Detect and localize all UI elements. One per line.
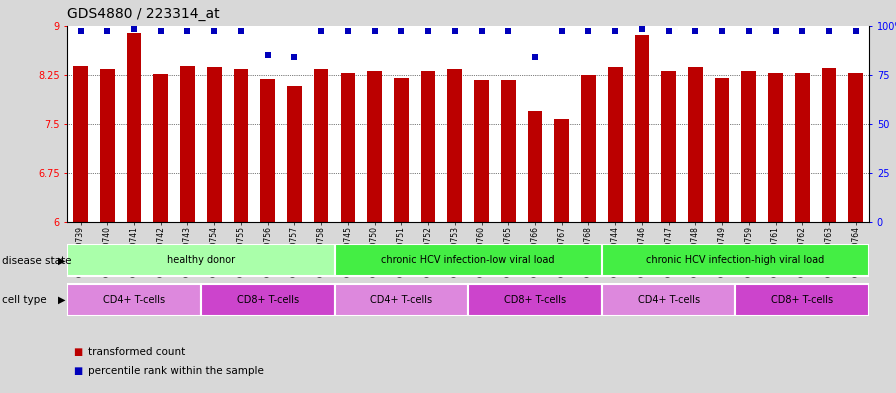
Text: CD4+ T-cells: CD4+ T-cells [103,295,165,305]
Bar [261,79,275,222]
Bar [234,70,248,222]
Bar [795,73,810,222]
Bar [607,67,623,222]
Text: percentile rank within the sample: percentile rank within the sample [88,366,263,376]
Bar [736,284,869,316]
Text: CD8+ T-cells: CD8+ T-cells [504,295,566,305]
Bar [661,72,676,222]
Text: CD8+ T-cells: CD8+ T-cells [771,295,833,305]
Text: ▶: ▶ [58,295,65,305]
Bar [822,68,836,222]
Bar [340,73,355,222]
Bar [334,284,468,316]
Bar [207,68,221,222]
Text: chronic HCV infection-high viral load: chronic HCV infection-high viral load [646,255,824,265]
Bar [528,111,542,222]
Text: GDS4880 / 223314_at: GDS4880 / 223314_at [67,7,220,20]
Bar [582,75,596,222]
Bar [768,73,783,222]
Bar [314,70,329,222]
Bar [334,244,602,276]
Bar [501,80,515,222]
Bar [153,74,168,222]
Bar [715,78,729,222]
Text: ■: ■ [73,347,82,357]
Bar [394,78,409,222]
Text: transformed count: transformed count [88,347,185,357]
Bar [67,244,334,276]
Bar [201,284,334,316]
Text: ■: ■ [73,366,82,376]
Bar [555,119,569,222]
Bar [126,33,142,222]
Bar [100,70,115,222]
Bar [742,72,756,222]
Bar [67,284,201,316]
Bar [447,70,462,222]
Bar [421,72,435,222]
Bar [849,73,863,222]
Bar [602,244,869,276]
Bar [602,284,736,316]
Text: disease state: disease state [2,255,72,266]
Text: cell type: cell type [2,295,47,305]
Bar [287,86,302,222]
Bar [73,66,88,222]
Text: CD4+ T-cells: CD4+ T-cells [370,295,433,305]
Text: ▶: ▶ [58,255,65,266]
Text: chronic HCV infection-low viral load: chronic HCV infection-low viral load [382,255,555,265]
Bar [634,35,650,222]
Bar [367,72,382,222]
Bar [688,68,702,222]
Bar [468,284,602,316]
Text: CD4+ T-cells: CD4+ T-cells [638,295,700,305]
Text: healthy donor: healthy donor [167,255,235,265]
Bar [180,66,194,222]
Bar [474,80,489,222]
Text: CD8+ T-cells: CD8+ T-cells [237,295,298,305]
